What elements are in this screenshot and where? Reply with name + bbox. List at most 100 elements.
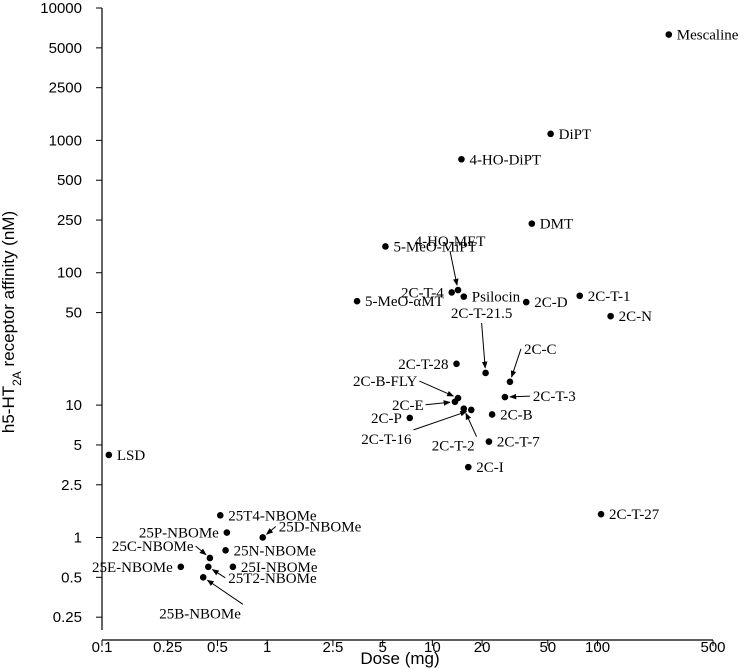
point-2c-e: 2C-E bbox=[392, 398, 459, 414]
label-arrow bbox=[510, 348, 522, 378]
x-tick-label: 10 bbox=[424, 639, 441, 656]
y-tick-label: 2.5 bbox=[61, 477, 82, 494]
data-point-label: 25N-NBOMe bbox=[234, 543, 317, 559]
data-point-label: 25B-NBOMe bbox=[159, 606, 241, 622]
point-25b-nbome: 25B-NBOMe bbox=[159, 574, 244, 622]
point-5-meo-mipt: 5-MeO-MiPT bbox=[382, 239, 477, 255]
label-arrow bbox=[413, 410, 468, 431]
data-point-marker bbox=[204, 563, 212, 571]
data-point-marker bbox=[453, 360, 460, 368]
y-tick-label: 1 bbox=[74, 529, 82, 546]
x-tick-label: 5 bbox=[378, 639, 386, 656]
point-25e-nbome: 25E-NBOMe bbox=[92, 560, 185, 576]
label-arrow bbox=[481, 322, 488, 369]
x-tick-label: 100 bbox=[585, 639, 610, 656]
point-dipt: DiPT bbox=[547, 127, 591, 143]
data-point-marker bbox=[382, 243, 389, 250]
point-25t4-nbome: 25T4-NBOMe bbox=[216, 508, 317, 524]
point-2c-t-3: 2C-T-3 bbox=[501, 389, 576, 405]
x-tick-label: 0.1 bbox=[92, 639, 113, 656]
y-tick-label: 2500 bbox=[49, 80, 82, 97]
data-point-label: 5-MeO-αMT bbox=[365, 294, 444, 310]
point-2c-b: 2C-B bbox=[488, 407, 533, 423]
data-point-marker bbox=[451, 398, 459, 406]
point-25d-nbome: 25D-NBOMe bbox=[259, 519, 362, 541]
y-tick-label: 500 bbox=[57, 172, 82, 189]
data-point-marker bbox=[259, 534, 267, 541]
point-25t2-nbome: 25T2-NBOMe bbox=[204, 563, 317, 587]
point-25p-nbome: 25P-NBOMe bbox=[139, 526, 231, 542]
data-point-label: DiPT bbox=[559, 127, 592, 143]
data-point-marker bbox=[216, 512, 224, 519]
data-point-label: Psilocin bbox=[472, 290, 521, 306]
data-point-label: 25E-NBOMe bbox=[92, 560, 173, 576]
data-point-marker bbox=[506, 378, 514, 386]
data-point-label: 4-HO-MET bbox=[415, 234, 486, 250]
data-point-label: 2C-B bbox=[500, 407, 533, 423]
point-4-ho-dipt: 4-HO-DiPT bbox=[458, 152, 541, 168]
point-5-meo-alphamt: 5-MeO-αMT bbox=[353, 294, 444, 310]
x-tick-label: 1 bbox=[263, 639, 271, 656]
label-arrow bbox=[195, 545, 207, 556]
x-tick-label: 0.25 bbox=[153, 639, 182, 656]
data-point-marker bbox=[501, 393, 509, 401]
data-point-marker bbox=[222, 547, 229, 554]
data-point-marker bbox=[460, 405, 468, 412]
data-point-label: 25P-NBOMe bbox=[139, 526, 219, 542]
point-2c-c: 2C-C bbox=[506, 342, 556, 386]
y-axis-title-rest: receptor affinity (nM) bbox=[0, 211, 18, 371]
data-point-marker bbox=[488, 411, 496, 418]
data-point-marker bbox=[460, 293, 468, 300]
x-tick-label: 0.5 bbox=[207, 639, 228, 656]
data-point-marker bbox=[105, 451, 113, 459]
y-axis-title-subscript: 2A bbox=[10, 371, 24, 386]
data-point-marker bbox=[528, 220, 536, 227]
data-point-label: 2C-P bbox=[371, 411, 402, 427]
point-25c-nbome: 25C-NBOMe bbox=[112, 539, 214, 562]
data-point-label: 2C-T-28 bbox=[398, 357, 448, 373]
x-tick-label: 2.5 bbox=[322, 639, 343, 656]
data-point-label: 2C-I bbox=[476, 460, 504, 476]
point-psilocin: Psilocin bbox=[460, 290, 521, 306]
label-arrow bbox=[206, 579, 244, 605]
point-25i-nbome: 25I-NBOMe bbox=[229, 560, 318, 576]
point-2c-t-21-5: 2C-T-21.5 bbox=[451, 306, 512, 377]
data-point-label: 2C-T-2 bbox=[432, 439, 475, 455]
data-point-marker bbox=[482, 369, 489, 377]
point-25n-nbome: 25N-NBOMe bbox=[222, 543, 316, 559]
point-2c-d: 2C-D bbox=[522, 295, 568, 311]
data-point-marker bbox=[448, 289, 456, 296]
point-2c-t-28: 2C-T-28 bbox=[398, 357, 460, 373]
data-point-marker bbox=[665, 31, 673, 38]
label-arrow bbox=[449, 250, 459, 286]
y-tick-label: 0.25 bbox=[53, 609, 82, 626]
data-point-marker bbox=[206, 554, 214, 562]
data-point-label: 2C-T-27 bbox=[609, 507, 660, 523]
data-point-label: 2C-B-FLY bbox=[353, 374, 418, 390]
y-tick-label: 100 bbox=[57, 265, 82, 282]
data-point-label: 2C-T-16 bbox=[361, 432, 412, 448]
y-tick-label: 5 bbox=[74, 437, 82, 454]
data-point-label: 25C-NBOMe bbox=[112, 539, 194, 555]
point-4-ho-met: 4-HO-MET bbox=[415, 234, 486, 294]
data-point-marker bbox=[464, 463, 472, 471]
data-point-label: 2C-T-4 bbox=[401, 285, 444, 301]
point-2c-t-4: 2C-T-4 bbox=[401, 285, 456, 301]
x-axis: 0.1 0.25 0.5 1 2.5 5 10 20 50 100 500 Dose (mg) bbox=[92, 639, 726, 668]
y-tick-label: 10000 bbox=[40, 0, 82, 17]
y-tick-label: 250 bbox=[57, 212, 82, 229]
point-2c-t-16: 2C-T-16 bbox=[361, 406, 475, 448]
data-point-marker bbox=[485, 438, 493, 445]
label-arrow bbox=[509, 393, 530, 400]
point-2c-i: 2C-I bbox=[464, 460, 504, 476]
y-tick-label: 0.5 bbox=[61, 569, 82, 586]
y-tick-label: 10 bbox=[65, 397, 82, 414]
data-point-marker bbox=[353, 297, 361, 305]
data-point-label: 2C-T-1 bbox=[588, 289, 631, 305]
data-point-marker bbox=[406, 414, 414, 422]
x-tick-label: 500 bbox=[700, 639, 725, 656]
data-point-label: DMT bbox=[540, 217, 573, 233]
data-point-label: 5-MeO-MiPT bbox=[393, 239, 476, 255]
data-point-label: 25D-NBOMe bbox=[279, 519, 362, 535]
data-point-label: 2C-N bbox=[619, 309, 653, 325]
